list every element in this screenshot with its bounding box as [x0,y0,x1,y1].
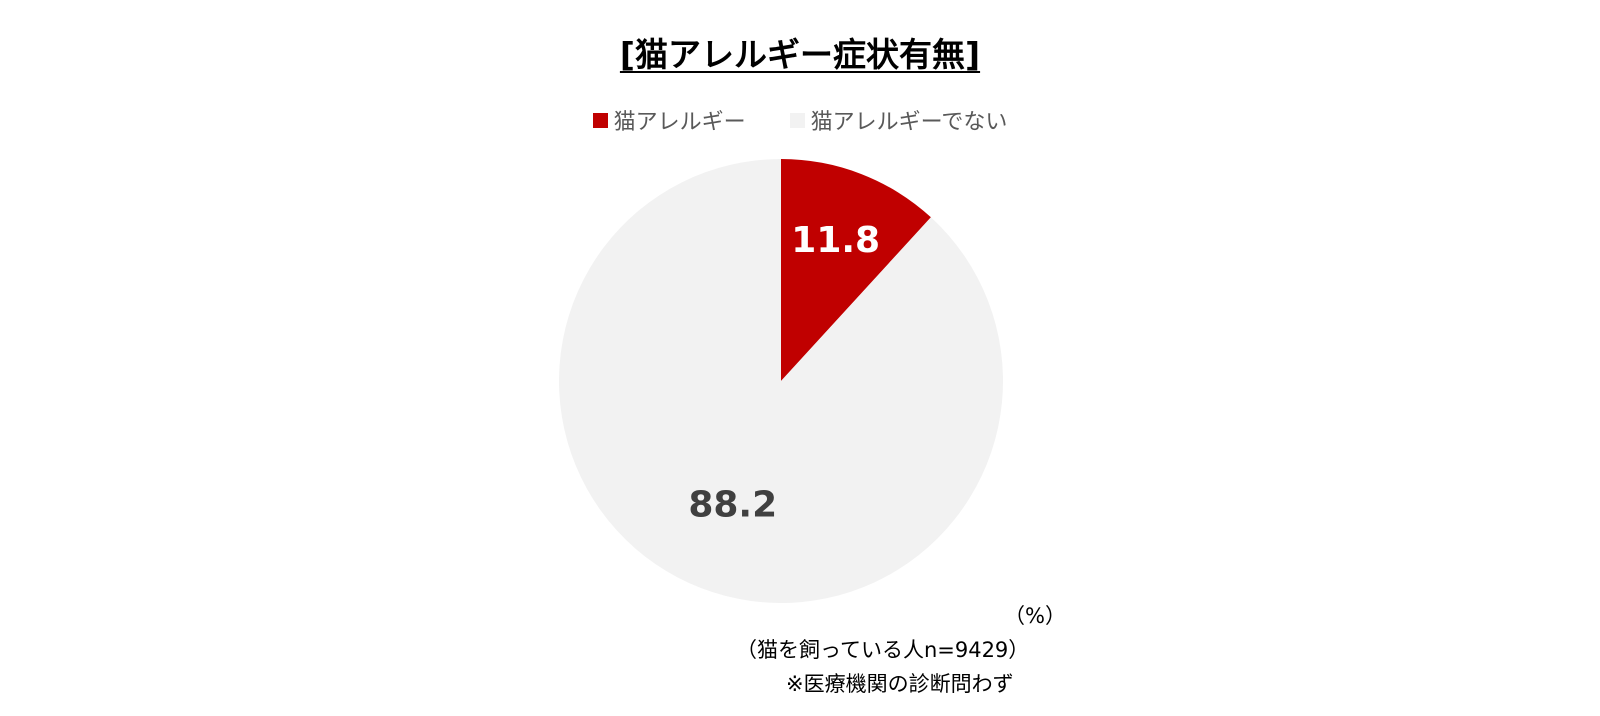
pie-label-allergy: 11.8 [791,220,880,261]
chart-title-text: [猫アレルギー症状有無] [619,35,981,74]
legend-label-no-allergy: 猫アレルギーでない [810,110,1008,135]
legend-swatch-allergy [592,112,608,128]
pie-slice-allergy [781,159,931,381]
unit-note: （%） [1004,604,1066,628]
pie-label-no-allergy: 88.2 [688,485,777,526]
footnote: ※医療機関の診断問わず [786,672,1014,696]
legend-item-allergy: 猫アレルギー [592,104,746,136]
legend-label-allergy: 猫アレルギー [613,110,746,135]
pie-slice-no-allergy [558,159,1003,603]
legend-item-no-allergy: 猫アレルギーでない [789,104,1008,136]
chart-title: [猫アレルギー症状有無] [0,28,1600,76]
legend: 猫アレルギー 猫アレルギーでない [0,104,1600,136]
legend-swatch-no-allergy [789,112,805,128]
sample-note: （猫を飼っている人n=9429） [736,638,1030,662]
